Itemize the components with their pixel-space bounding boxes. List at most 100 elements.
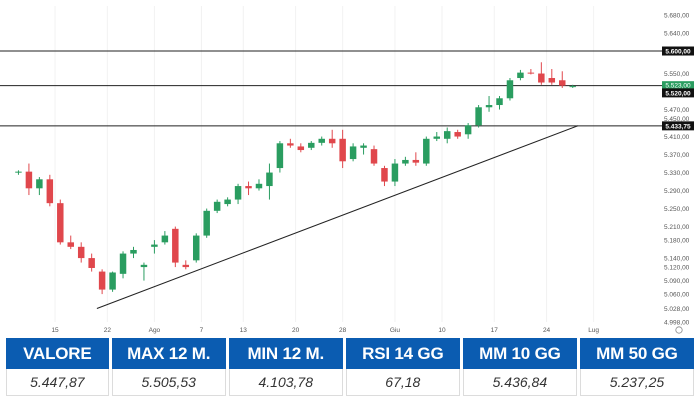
price-tag-label: 5.600,00	[665, 49, 691, 56]
x-tick-label: 20	[292, 327, 300, 334]
stat-column-max-12m: MAX 12 M. 5.505,53	[111, 338, 226, 396]
candle	[538, 73, 545, 83]
y-tick-label: 5.680,00	[664, 13, 690, 20]
candle	[203, 210, 210, 236]
candle	[161, 235, 169, 243]
stat-value: 67,18	[345, 369, 460, 396]
current-price-label: 5.523,00	[665, 83, 691, 90]
candle	[506, 80, 514, 99]
candle	[130, 249, 137, 254]
chart-canvas: 5.680,005.640,005.600,005.550,005.510,00…	[0, 6, 694, 334]
stat-header: MIN 12 M.	[228, 338, 343, 369]
candle	[443, 131, 451, 139]
stat-value: 5.237,25	[579, 369, 694, 396]
y-tick-label: 5.640,00	[664, 31, 690, 38]
x-tick-label: 10	[438, 327, 446, 334]
candle	[412, 159, 420, 163]
candle	[255, 183, 263, 189]
stat-header: MM 50 GG	[579, 338, 694, 369]
candle	[88, 258, 95, 268]
y-tick-label: 5.180,00	[664, 238, 690, 245]
candle	[57, 203, 64, 243]
candle	[140, 264, 148, 268]
candle	[77, 246, 85, 259]
candle	[46, 179, 54, 204]
candle	[98, 271, 106, 290]
candle	[182, 264, 190, 268]
candle	[569, 86, 576, 88]
stat-value: 5.436,84	[462, 369, 577, 396]
candle	[172, 228, 179, 263]
stat-column-valore: VALORE 5.447,87	[6, 338, 109, 396]
candle	[517, 72, 524, 79]
stat-column-min-12m: MIN 12 M. 4.103,78	[228, 338, 343, 396]
stat-column-rsi-14gg: RSI 14 GG 67,18	[345, 338, 460, 396]
x-tick-label: 28	[339, 327, 347, 334]
candle	[308, 142, 315, 148]
stat-header: MAX 12 M.	[111, 338, 226, 369]
price-tag	[662, 88, 694, 98]
candle	[370, 149, 378, 164]
x-tick-label: 22	[104, 327, 112, 334]
candle	[25, 171, 33, 189]
y-tick-label: 5.370,00	[664, 152, 690, 159]
price-tag-label: 5.520,00	[665, 90, 691, 97]
price-tag	[662, 46, 694, 56]
stat-header: RSI 14 GG	[345, 338, 460, 369]
y-tick-label: 5.550,00	[664, 71, 690, 78]
stat-column-mm-50gg: MM 50 GG 5.237,25	[579, 338, 694, 396]
candle	[36, 179, 43, 189]
x-tick-label: Ago	[149, 327, 161, 334]
price-tag-label: 5.433,75	[665, 123, 691, 130]
candle	[287, 143, 294, 146]
candle	[213, 201, 221, 211]
candle	[119, 253, 127, 274]
y-tick-label: 5.470,00	[664, 107, 690, 114]
candlestick-chart: 5.680,005.640,005.600,005.550,005.510,00…	[0, 6, 694, 334]
price-tag	[662, 121, 694, 131]
candle	[391, 163, 399, 182]
candle	[475, 107, 482, 126]
stat-value: 5.505,53	[111, 369, 226, 396]
y-tick-label: 5.290,00	[664, 188, 690, 195]
y-tick-label: 5.120,00	[664, 265, 690, 272]
stat-header: VALORE	[6, 338, 109, 369]
settings-icon	[675, 326, 683, 334]
candle	[496, 98, 503, 106]
trendline	[96, 125, 579, 309]
candle	[464, 125, 472, 135]
y-tick-label: 5.028,00	[664, 306, 690, 313]
candle	[266, 172, 273, 187]
candle	[433, 136, 441, 139]
candle	[548, 78, 556, 83]
stat-header: MM 10 GG	[462, 338, 577, 369]
candle	[224, 199, 231, 205]
candle	[339, 138, 346, 162]
candle	[109, 272, 116, 290]
candle	[360, 145, 367, 148]
candle	[297, 146, 305, 151]
stat-value: 5.447,87	[6, 369, 109, 396]
x-tick-label: 15	[51, 327, 59, 334]
x-tick-label: 24	[543, 327, 551, 334]
candle	[245, 186, 252, 189]
candle	[402, 159, 409, 164]
y-tick-label: 5.060,00	[664, 292, 690, 299]
y-tick-label: 5.410,00	[664, 134, 690, 141]
candle	[67, 242, 74, 247]
candle	[349, 146, 357, 160]
candle	[381, 168, 388, 182]
candle	[423, 138, 430, 164]
candle	[559, 80, 566, 86]
candle	[454, 132, 461, 137]
candle	[485, 105, 493, 108]
y-tick-label: 5.450,00	[664, 116, 690, 123]
y-tick-label: 5.090,00	[664, 278, 690, 285]
y-tick-label: 5.140,00	[664, 256, 690, 263]
x-tick-label: 17	[491, 327, 499, 334]
candle	[151, 244, 158, 247]
candle	[318, 138, 325, 143]
candle	[192, 235, 200, 261]
y-tick-label: 5.250,00	[664, 206, 690, 213]
candle	[234, 186, 242, 200]
